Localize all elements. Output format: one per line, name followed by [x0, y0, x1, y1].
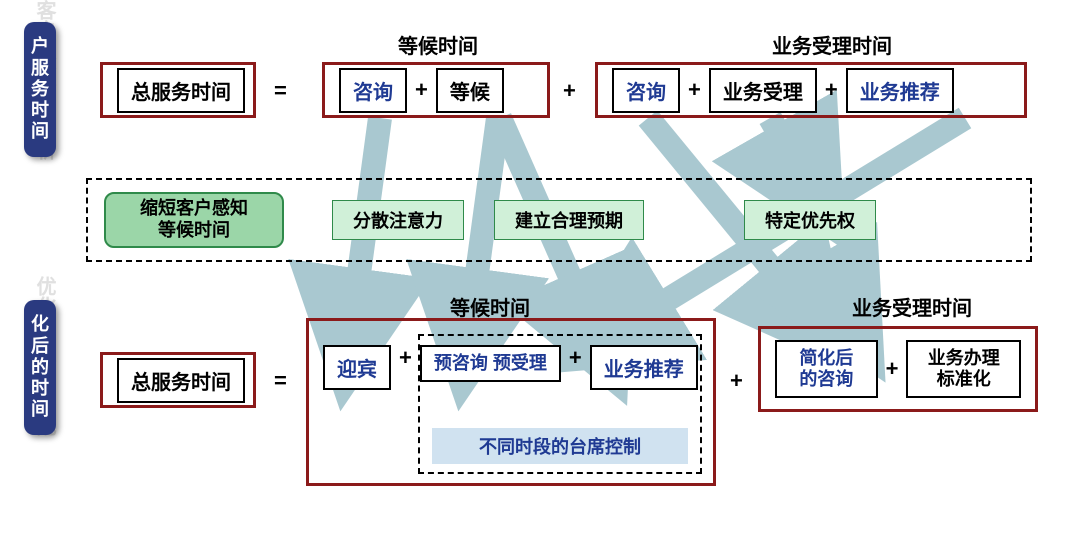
row1-wait-group: 咨询 + 等候 — [322, 62, 550, 118]
row1-total-group: 总服务时间 — [100, 62, 256, 118]
box-item: 咨询 — [339, 68, 407, 113]
box-item: 迎宾 — [323, 345, 391, 390]
operator: + — [399, 345, 412, 371]
title-bottom-wait: 等候时间 — [450, 292, 530, 321]
row1-service-group: 咨询 + 业务受理 + 业务推荐 — [595, 62, 1027, 118]
row2-total-box: 总服务时间 — [117, 358, 245, 403]
row2-total-group: 总服务时间 — [100, 352, 256, 408]
box-item: 业务办理 标准化 — [906, 340, 1021, 397]
row1-plus-1: + — [563, 78, 576, 104]
row2-equals: = — [274, 368, 287, 394]
title-top-service: 业务受理时间 — [772, 30, 892, 59]
vbar-bottom: 化后的时间 — [24, 300, 56, 435]
row1-equals: = — [274, 78, 287, 104]
box-item: 等候 — [436, 68, 504, 113]
green-capsule: 缩短客户感知等候时间 — [104, 192, 284, 248]
operator: + — [886, 356, 899, 382]
vbar-top: 户服务时间 — [24, 22, 56, 157]
green-box-0: 分散注意力 — [332, 200, 464, 240]
row1-total-box: 总服务时间 — [117, 68, 245, 113]
operator: + — [825, 77, 838, 103]
title-top-wait: 等候时间 — [398, 30, 478, 59]
operator: + — [688, 77, 701, 103]
row2-service-group: 简化后 的咨询 + 业务办理 标准化 — [758, 326, 1038, 412]
green-box-2: 特定优先权 — [744, 200, 876, 240]
title-bottom-service: 业务受理时间 — [852, 292, 972, 321]
green-box-1: 建立合理预期 — [494, 200, 644, 240]
operator: + — [415, 77, 428, 103]
box-item: 咨询 — [612, 68, 680, 113]
row2-plus-1: + — [730, 368, 743, 394]
banner: 不同时段的台席控制 — [432, 428, 688, 464]
box-item: 简化后 的咨询 — [775, 340, 878, 397]
box-item: 业务受理 — [709, 68, 817, 113]
box-item: 业务推荐 — [846, 68, 954, 113]
